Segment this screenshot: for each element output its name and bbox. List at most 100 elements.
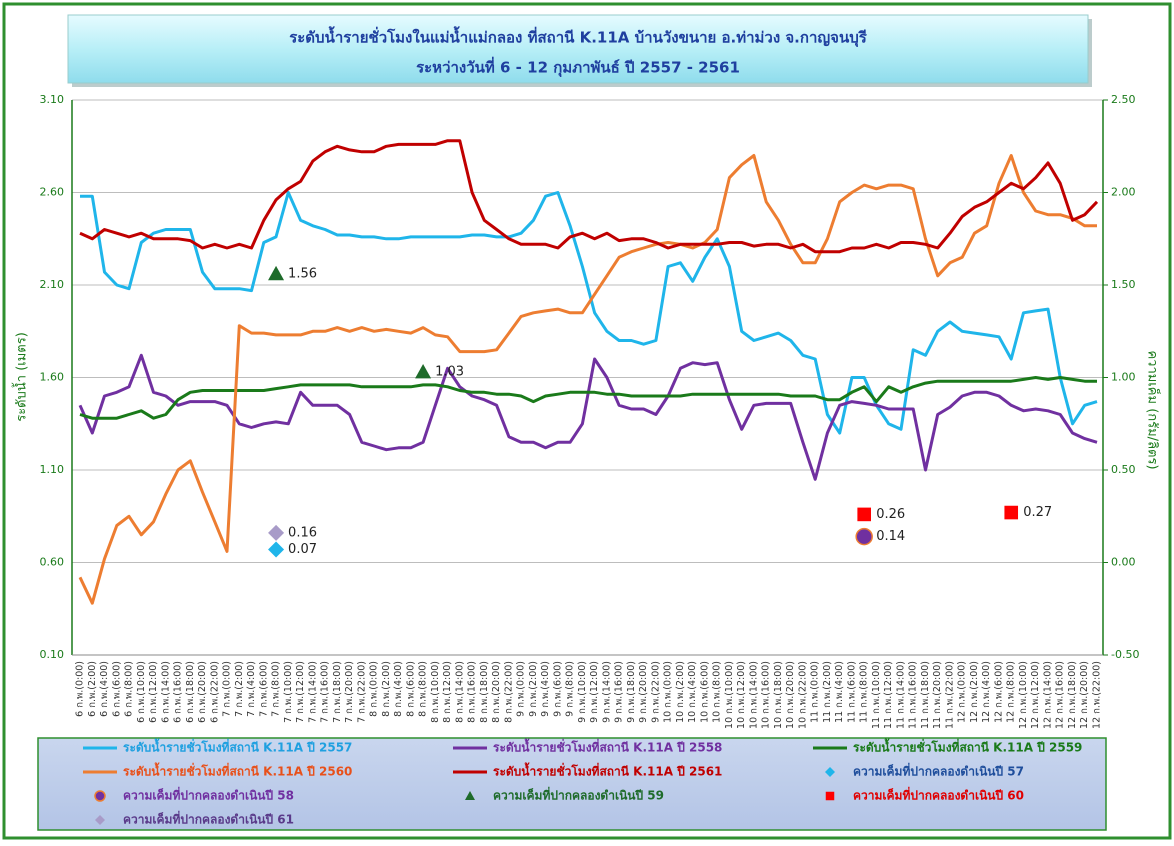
x-tick-label: 6 ก.พ.(6:00) [111,661,122,717]
x-tick-label: 6 ก.พ.(0:00) [75,661,86,717]
x-tick-label: 7 ก.พ.(8:00) [271,661,282,717]
legend-label: ระดับน้ำรายชั่วโมงที่สถานี K.11A ปี 2560 [123,762,352,779]
legend-swatch [825,767,835,777]
x-tick-label: 9 ก.พ.(10:00) [577,661,588,723]
data-label: 0.16 [288,525,317,540]
legend-label: ระดับน้ำรายชั่วโมงที่สถานี K.11A ปี 2559 [853,738,1082,755]
x-tick-label: 12 ก.พ.(20:00) [1079,661,1090,729]
x-tick-label: 12 ก.พ.(6:00) [993,661,1004,723]
x-tick-label: 11 ก.พ.(10:00) [871,661,882,729]
x-tick-label: 11 ก.พ.(4:00) [834,661,845,723]
legend-swatch [94,790,106,802]
legend-label: ความเค็มที่ปากคลองดำเนินปี 60 [853,787,1024,803]
x-tick-label: 9 ก.พ.(22:00) [650,661,661,723]
x-tick-label: 8 ก.พ.(16:00) [467,661,478,723]
x-tick-label: 9 ก.พ.(6:00) [552,661,563,717]
x-tick-label: 10 ก.พ.(6:00) [699,661,710,723]
y-tick-label: 3.10 [40,93,65,106]
legend-label: ระดับน้ำรายชั่วโมงที่สถานี K.11A ปี 2558 [493,738,722,755]
x-tick-label: 6 ก.พ.(16:00) [173,661,184,723]
x-tick-label: 8 ก.พ.(6:00) [405,661,416,717]
x-tick-label: 7 ก.พ.(22:00) [356,661,367,723]
legend-label: ความเค็มที่ปากคลองดำเนินปี 58 [123,787,294,803]
y-tick-label: 2.10 [40,278,65,291]
legend-label: ความเค็มที่ปากคลองดำเนินปี 57 [853,763,1024,779]
x-tick-label: 8 ก.พ.(12:00) [442,661,453,723]
x-tick-label: 11 ก.พ.(16:00) [908,661,919,729]
x-tick-label: 12 ก.พ.(16:00) [1055,661,1066,729]
x-tick-label: 8 ก.พ.(4:00) [393,661,404,717]
x-tick-label: 9 ก.พ.(18:00) [626,661,637,723]
x-tick-label: 7 ก.พ.(6:00) [258,661,269,717]
x-tick-label: 8 ก.พ.(10:00) [430,661,441,723]
title-box [67,14,1089,84]
x-tick-label: 8 ก.พ.(20:00) [491,661,502,723]
x-tick-label: 9 ก.พ.(16:00) [614,661,625,723]
x-tick-label: 11 ก.พ.(8:00) [859,661,870,723]
x-tick-label: 6 ก.พ.(10:00) [136,661,147,723]
y-tick-label: 0.60 [40,556,65,569]
x-tick-label: 7 ก.พ.(14:00) [307,661,318,723]
y-tick-label: 1.10 [40,463,65,476]
x-tick-label: 11 ก.พ.(22:00) [944,661,955,729]
data-label: 0.07 [288,542,317,557]
legend-swatch [825,791,835,801]
series-line [79,139,1099,254]
x-tick-label: 8 ก.พ.(18:00) [479,661,490,723]
x-tick-label: 11 ก.พ.(12:00) [883,661,894,729]
x-tick-label: 12 ก.พ.(12:00) [1030,661,1041,729]
x-tick-label: 7 ก.พ.(10:00) [283,661,294,723]
legend-label: ระดับน้ำรายชั่วโมงที่สถานี K.11A ปี 2557 [123,738,352,755]
salinity-point [268,265,285,281]
x-tick-label: 10 ก.พ.(8:00) [712,661,723,723]
x-tick-label: 7 ก.พ.(0:00) [222,661,233,717]
salinity-point [268,524,285,541]
x-tick-label: 10 ก.พ.(12:00) [736,661,747,729]
series-line [80,191,1098,435]
x-tick-label: 10 ก.พ.(16:00) [761,661,772,729]
x-tick-label: 10 ก.พ.(2:00) [675,661,686,723]
y2-tick-label: -0.50 [1111,648,1139,661]
legend-label: ความเค็มที่ปากคลองดำเนินปี 61 [123,811,294,827]
x-tick-label: 12 ก.พ.(18:00) [1067,661,1078,729]
x-tick-label: 9 ก.พ.(14:00) [601,661,612,723]
salinity-point [268,541,285,558]
x-tick-label: 9 ก.พ.(4:00) [540,661,551,717]
x-tick-label: 10 ก.พ.(18:00) [773,661,784,729]
x-tick-label: 12 ก.พ.(8:00) [1006,661,1017,723]
x-tick-label: 6 ก.พ.(4:00) [99,661,110,717]
x-tick-label: 8 ก.พ.(8:00) [418,661,429,717]
x-tick-label: 9 ก.พ.(20:00) [638,661,649,723]
x-tick-label: 12 ก.พ.(14:00) [1042,661,1053,729]
x-tick-label: 7 ก.พ.(16:00) [320,661,331,723]
y-tick-label: 2.60 [40,186,65,199]
x-tick-label: 7 ก.พ.(12:00) [295,661,306,723]
legend-swatch [95,815,105,825]
x-tick-label: 9 ก.พ.(8:00) [565,661,576,717]
x-tick-label: 6 ก.พ.(14:00) [160,661,171,723]
x-tick-label: 7 ก.พ.(18:00) [332,661,343,723]
y2-tick-label: 0.00 [1111,556,1136,569]
y-tick-label: 1.60 [40,371,65,384]
chart-subtitle: ระหว่างวันที่ 6 - 12 กุมภาพันธ์ ปี 2557 … [416,57,740,78]
x-tick-label: 12 ก.พ.(22:00) [1092,661,1103,729]
salinity-point [1004,505,1019,520]
legend-swatch [465,791,475,800]
x-tick-label: 9 ก.พ.(0:00) [516,661,527,717]
y2-tick-label: 2.50 [1111,93,1136,106]
legend-label: ความเค็มที่ปากคลองดำเนินปี 59 [493,787,664,803]
y-tick-label: 0.10 [40,648,65,661]
x-tick-label: 11 ก.พ.(14:00) [895,661,906,729]
x-tick-label: 12 ก.พ.(2:00) [969,661,980,723]
x-tick-label: 7 ก.พ.(2:00) [234,661,245,717]
x-tick-label: 11 ก.พ.(20:00) [932,661,943,729]
x-tick-label: 7 ก.พ.(4:00) [246,661,257,717]
x-tick-label: 10 ก.พ.(14:00) [748,661,759,729]
x-tick-label: 8 ก.พ.(0:00) [369,661,380,717]
x-tick-label: 8 ก.พ.(2:00) [381,661,392,717]
x-tick-label: 9 ก.พ.(2:00) [528,661,539,717]
y2-tick-label: 1.00 [1111,371,1136,384]
x-tick-label: 10 ก.พ.(22:00) [797,661,808,729]
